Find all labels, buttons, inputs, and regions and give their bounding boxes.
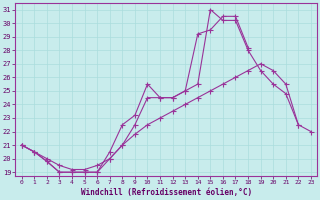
X-axis label: Windchill (Refroidissement éolien,°C): Windchill (Refroidissement éolien,°C)	[81, 188, 252, 197]
